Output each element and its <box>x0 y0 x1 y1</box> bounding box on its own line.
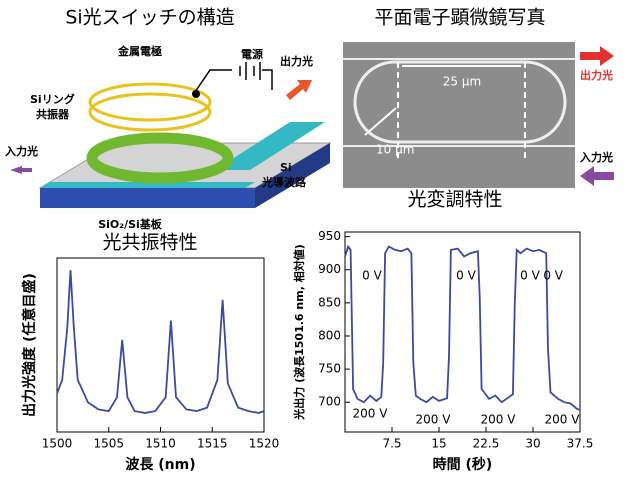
x-tick-label: 22.5 <box>473 437 500 451</box>
structure-title: Si光スイッチの構造 <box>65 7 234 29</box>
micrograph-title: 平面電子顕微鏡写真 <box>374 7 545 29</box>
input-arrow <box>580 166 614 186</box>
annotation: 200 V <box>545 413 581 427</box>
label: 金属電極 <box>117 44 162 58</box>
label: Si <box>280 161 292 174</box>
input-arrow <box>10 166 32 174</box>
label: 25 μm <box>443 75 481 89</box>
annotation: 0 V <box>543 269 563 283</box>
annotation: 200 V <box>353 407 389 421</box>
structure-diagram: Si光スイッチの構造 金属電極 電源 出力光 Siリング 共振器 入力光 Si … <box>5 7 330 232</box>
chart-title: 光共振特性 <box>102 232 197 254</box>
output-arrow <box>286 80 312 100</box>
data-line <box>57 270 264 413</box>
micrograph: 平面電子顕微鏡写真 25 μm 10 μm 出力光 入力光 <box>343 7 614 189</box>
label: 光導波路 <box>261 175 307 189</box>
x-axis-label: 波長 (nm) <box>125 456 195 473</box>
contact <box>192 90 200 98</box>
y-axis-label: 出力光強度 (任意目盛) <box>21 273 38 417</box>
output-arrow <box>580 46 614 66</box>
y-tick-label: 850 <box>318 295 341 309</box>
x-tick-label: 1505 <box>93 437 124 451</box>
annotation: 0 V <box>362 269 382 283</box>
label: 入力光 <box>5 144 38 158</box>
annotation: 200 V <box>416 413 452 427</box>
y-tick-label: 750 <box>318 362 341 376</box>
label: 10 μm <box>376 143 414 157</box>
label: 出力光 <box>280 54 313 68</box>
circuit <box>195 62 272 92</box>
x-tick-label: 37.5 <box>567 437 594 451</box>
label: 共振器 <box>36 107 70 121</box>
y-axis-label: 光出力 (波長1501.6 nm, 相対値) <box>292 244 306 420</box>
y-tick-label: 800 <box>318 328 341 342</box>
plot-frame <box>57 258 264 432</box>
label: Siリング <box>30 92 75 106</box>
label: 電源 <box>241 47 263 61</box>
label: SiO₂/Si基板 <box>98 217 163 231</box>
x-tick-label: 30 <box>525 437 540 451</box>
electrode-coil <box>90 84 210 120</box>
figure: Si光スイッチの構造 金属電極 電源 出力光 Siリング 共振器 入力光 Si … <box>0 0 631 477</box>
label: 入力光 <box>580 150 613 164</box>
label: 出力光 <box>580 68 613 82</box>
x-tick-label: 1510 <box>145 437 176 451</box>
x-tick-label: 1520 <box>249 437 280 451</box>
plot-frame <box>345 232 580 432</box>
y-tick-label: 950 <box>318 229 341 243</box>
y-tick-label: 700 <box>318 395 341 409</box>
chart-title: 光変調特性 <box>407 189 502 211</box>
annotation: 200 V <box>481 413 517 427</box>
x-tick-label: 1515 <box>197 437 228 451</box>
x-tick-label: 1500 <box>42 437 73 451</box>
x-tick-label: 15 <box>431 437 446 451</box>
electrode-coil <box>90 94 210 130</box>
annotation: 0 V <box>456 269 476 283</box>
x-axis-label: 時間 (秒) <box>433 456 493 473</box>
y-tick-label: 900 <box>318 262 341 276</box>
substrate-front <box>40 188 255 208</box>
annotation: 0 V <box>520 269 540 283</box>
x-tick-label: 7.5 <box>382 437 401 451</box>
